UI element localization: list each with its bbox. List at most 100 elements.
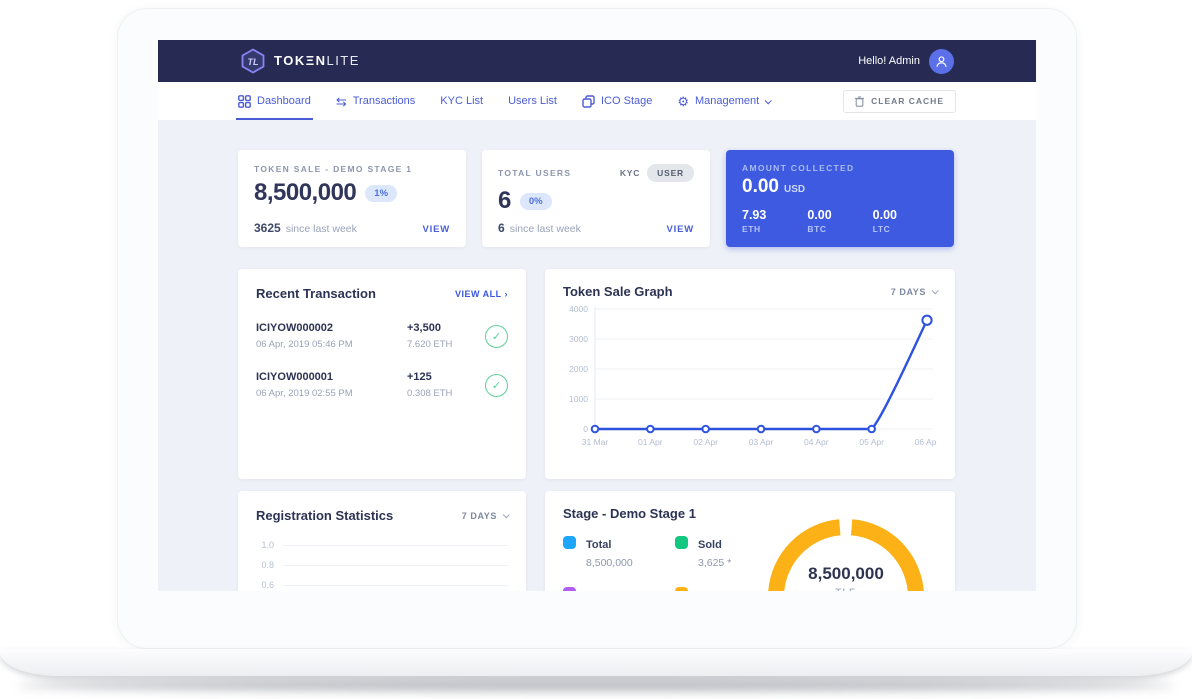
transaction-row: ICIYOW000001 06 Apr, 2019 02:55 PM +125 …	[256, 371, 508, 399]
tab-management[interactable]: ⚙ Management	[677, 82, 772, 120]
swap-arrows-icon: ⇆	[335, 93, 347, 109]
chevron-down-icon	[502, 511, 510, 519]
token-sale-value: 8,500,000	[254, 179, 357, 206]
chevron-down-icon	[931, 287, 939, 295]
token-sale-line-chart: 0 1000 2000 3000 4000 31 Mar 01 Apr 02 Apr 03 Ap…	[569, 304, 939, 447]
legend-item-sale-pct: Sale %	[563, 586, 675, 591]
amount-usd-value: 0.00	[742, 176, 779, 197]
transaction-row: ICIYOW000002 06 Apr, 2019 05:46 PM +3,50…	[256, 322, 508, 350]
svg-text:03 Apr: 03 Apr	[749, 437, 774, 447]
tab-dashboard-label: Dashboard	[257, 95, 311, 107]
brand-name-bold: TOKΞN	[274, 53, 327, 68]
tokenlite-hexagon-icon: TL	[241, 48, 265, 74]
amount-usd-label: USD	[783, 184, 806, 195]
token-sale-delta-label: since last week	[285, 223, 357, 235]
registration-statistics-title: Registration Statistics	[256, 508, 394, 523]
donut-center-value: 8,500,000	[808, 564, 884, 583]
clear-cache-label: CLEAR CACHE	[871, 96, 944, 106]
legend-item-unsold: Unsold	[675, 586, 787, 591]
registration-statistics-card: Registration Statistics 7 DAYS 1.0 0.8 0…	[238, 491, 526, 591]
legend-swatch-sold	[675, 536, 688, 549]
legend-label: Sale %	[586, 590, 621, 591]
svg-text:1000: 1000	[569, 394, 588, 404]
top-navbar: TL TOKΞNLITE Hello! Admin	[158, 40, 1036, 82]
token-sale-card-title: TOKEN SALE - DEMO STAGE 1	[254, 164, 413, 174]
brand-logo[interactable]: TL TOKΞNLITE	[240, 48, 360, 74]
stage-donut-chart: 8,500,000 TLE	[751, 502, 941, 591]
svg-text:4000: 4000	[569, 304, 588, 314]
legend-item-total: Total 8,500,000	[563, 535, 675, 569]
legend-item-sold: Sold 3,625 *	[675, 535, 787, 569]
user-avatar[interactable]	[929, 48, 954, 74]
graph-range-dropdown[interactable]: 7 DAYS	[891, 287, 939, 297]
legend-swatch-sale-pct	[563, 587, 576, 591]
tab-ico-stage[interactable]: ICO Stage	[582, 82, 652, 120]
gear-icon: ⚙	[677, 93, 690, 109]
legend-value: 8,500,000	[586, 557, 633, 569]
trash-icon	[855, 95, 865, 107]
svg-text:04 Apr: 04 Apr	[804, 437, 829, 447]
transaction-amount: +125	[407, 371, 432, 383]
registration-range-dropdown[interactable]: 7 DAYS	[462, 511, 510, 521]
legend-label: Unsold	[698, 590, 735, 591]
total-users-value: 6	[498, 187, 511, 214]
view-all-link[interactable]: VIEW ALL ›	[454, 288, 508, 299]
y-tick: 0.8	[261, 560, 274, 570]
transaction-id: ICIYOW000001	[256, 371, 334, 383]
tab-kyc-label: KYC List	[440, 95, 484, 107]
svg-text:01 Apr: 01 Apr	[638, 437, 663, 447]
stage-card-title: Stage - Demo Stage 1	[563, 506, 696, 521]
registration-chart-axis: 1.0 0.8 0.6 0.4	[256, 535, 508, 591]
arrow-right-icon: ›	[504, 288, 508, 299]
legend-label: Total	[586, 539, 612, 551]
transaction-amount: +3,500	[407, 322, 441, 334]
token-sale-percent-badge: 1%	[365, 184, 398, 202]
token-sale-card: TOKEN SALE - DEMO STAGE 1 8,500,000 1% 3…	[238, 150, 466, 247]
toggle-user-option[interactable]: USER	[647, 164, 694, 182]
svg-text:0: 0	[583, 424, 588, 434]
transaction-success-icon: ✓	[485, 373, 508, 397]
amount-eth-label: ETH	[742, 224, 761, 234]
tab-dashboard[interactable]: Dashboard	[236, 82, 313, 120]
tab-kyc-list[interactable]: KYC List	[440, 82, 483, 120]
total-users-percent-badge: 0%	[519, 192, 552, 210]
recent-transactions-card: Recent Transaction VIEW ALL › ICIYOW0000…	[238, 269, 526, 479]
total-users-delta-label: since last week	[509, 223, 581, 235]
transaction-success-icon: ✓	[485, 324, 508, 348]
token-sale-view-link[interactable]: VIEW	[422, 224, 450, 235]
chevron-down-icon	[764, 96, 772, 104]
tab-management-label: Management	[695, 95, 760, 107]
amount-ltc-value: 0.00	[872, 208, 897, 222]
donut-center-label: TLE	[751, 587, 941, 591]
total-users-view-link[interactable]: VIEW	[666, 224, 694, 235]
toggle-kyc-option[interactable]: KYC	[619, 168, 641, 178]
legend-swatch-unsold	[675, 587, 688, 591]
total-users-delta: 6	[498, 221, 505, 235]
tab-transactions[interactable]: ⇆ Transactions	[336, 82, 415, 120]
transaction-date: 06 Apr, 2019 05:46 PM	[256, 339, 353, 350]
recent-transactions-title: Recent Transaction	[256, 286, 376, 301]
clear-cache-button[interactable]: CLEAR CACHE	[843, 89, 956, 113]
person-icon	[936, 55, 947, 67]
y-tick: 1.0	[261, 540, 274, 550]
brand-name-light: LITE	[326, 53, 360, 68]
amount-collected-title: AMOUNT COLLECTED	[742, 163, 855, 173]
tab-users-list[interactable]: Users List	[508, 82, 557, 120]
dashboard-screen: TL TOKΞNLITE Hello! Admin	[158, 40, 1036, 591]
stage-card: Stage - Demo Stage 1 Total 8,500,000 Sol…	[545, 491, 955, 591]
transaction-date: 06 Apr, 2019 02:55 PM	[256, 388, 353, 399]
tab-transactions-label: Transactions	[352, 95, 416, 107]
token-sale-graph-title: Token Sale Graph	[563, 284, 673, 299]
amount-ltc: 0.00 LTC	[873, 208, 938, 234]
tab-users-label: Users List	[508, 95, 557, 107]
total-users-card-title: TOTAL USERS	[498, 168, 572, 178]
users-kyc-toggle: KYC USER	[620, 164, 694, 182]
grid-icon	[238, 94, 251, 108]
transaction-eth: 7.620 ETH	[407, 339, 453, 350]
tab-ico-label: ICO Stage	[601, 95, 653, 107]
main-menu: Dashboard ⇆ Transactions KYC List Users …	[158, 82, 1036, 120]
amount-eth: 7.93 ETH	[742, 208, 807, 234]
stage-legend: Total 8,500,000 Sold 3,625 * Sale %	[563, 535, 937, 591]
svg-text:TL: TL	[248, 57, 259, 67]
